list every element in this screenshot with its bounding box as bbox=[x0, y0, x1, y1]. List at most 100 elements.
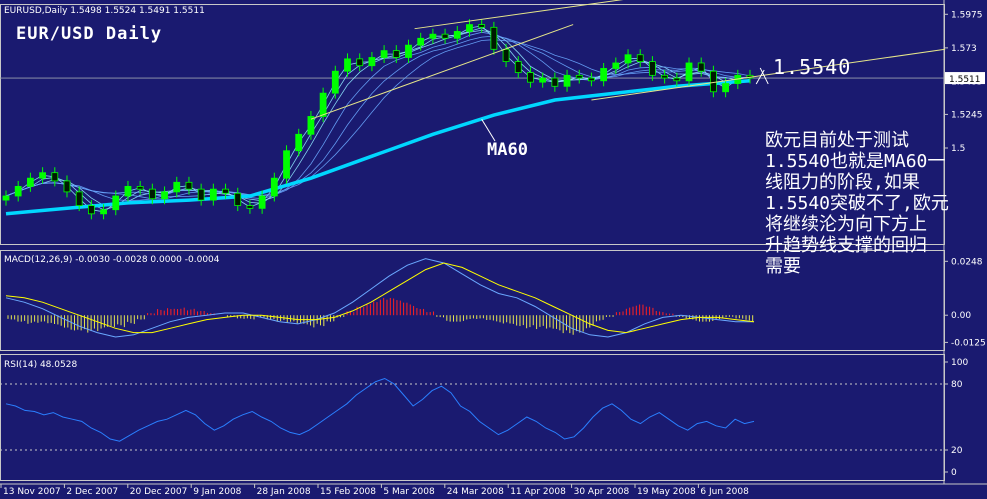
macd-line bbox=[5, 258, 754, 338]
macd-tick-label: 0.00 bbox=[951, 311, 971, 321]
ma-ribbon-line bbox=[5, 31, 751, 202]
candle-body bbox=[356, 58, 364, 67]
candle-body bbox=[148, 188, 156, 200]
candle-body bbox=[478, 24, 486, 28]
candle-body bbox=[197, 188, 205, 201]
symbol-header: EURUSD,Daily 1.5498 1.5524 1.5491 1.5511 bbox=[4, 6, 205, 16]
price-tick-label: 1.573 bbox=[951, 44, 977, 54]
candle-body bbox=[368, 57, 376, 67]
candle-body bbox=[14, 185, 22, 197]
ma60-pointer-line bbox=[481, 118, 496, 142]
candle-body bbox=[527, 72, 534, 83]
note-line: 1.5540也就是MA60一 bbox=[765, 151, 945, 172]
candle-body bbox=[441, 33, 449, 39]
candle-body bbox=[173, 181, 181, 193]
candle-body bbox=[417, 37, 425, 46]
time-tick-label: 5 Mar 2008 bbox=[383, 487, 435, 497]
price-tick-label: 1.5245 bbox=[951, 110, 983, 120]
candle-body bbox=[514, 61, 522, 73]
rsi-tick-label: 0 bbox=[951, 468, 957, 478]
candle-body bbox=[63, 180, 71, 193]
candle-body bbox=[575, 74, 583, 79]
last-price-box bbox=[945, 72, 985, 85]
candle-body bbox=[2, 195, 10, 201]
candle-body bbox=[551, 77, 559, 87]
candle-body bbox=[380, 50, 388, 58]
candle-body bbox=[429, 33, 437, 39]
candle-body bbox=[673, 77, 681, 82]
candle-body bbox=[636, 54, 644, 63]
rising-support-line bbox=[591, 48, 946, 101]
macd-tick-label: 0.0248 bbox=[951, 257, 983, 267]
time-tick-label: 6 Jun 2008 bbox=[700, 487, 749, 497]
rsi-tick-label: 20 bbox=[951, 446, 963, 456]
candle-body bbox=[75, 191, 83, 206]
time-tick-label: 28 Jan 2008 bbox=[257, 487, 311, 497]
rsi-tick-label: 80 bbox=[951, 380, 963, 390]
trendline-lower-channel bbox=[310, 24, 574, 120]
candle-body bbox=[490, 26, 498, 50]
candle-body bbox=[295, 133, 303, 152]
chart-title: EUR/USD Daily bbox=[16, 24, 162, 44]
candle-body bbox=[51, 172, 59, 182]
candle-body bbox=[466, 24, 473, 32]
time-tick-label: 2 Dec 2007 bbox=[66, 487, 118, 497]
candle-body bbox=[222, 188, 229, 194]
candle-body bbox=[600, 68, 608, 82]
macd-signal-line bbox=[5, 262, 755, 334]
rsi-header: RSI(14) 48.0528 bbox=[4, 360, 77, 370]
level-label: 1.5540 bbox=[773, 55, 851, 79]
candle-body bbox=[649, 61, 656, 76]
candle-body bbox=[502, 48, 510, 62]
time-tick-label: 19 May 2008 bbox=[637, 487, 696, 497]
time-tick-label: 24 Mar 2008 bbox=[447, 487, 504, 497]
candle-body bbox=[270, 177, 278, 197]
candle-body bbox=[136, 185, 144, 190]
candle-body bbox=[624, 54, 632, 64]
candle-body bbox=[331, 70, 339, 94]
candle-body bbox=[319, 92, 327, 117]
last-price-label: 1.5511 bbox=[949, 75, 981, 85]
candle-body bbox=[563, 74, 571, 87]
price-tick-label: 1.5 bbox=[951, 144, 965, 154]
candle-body bbox=[209, 188, 217, 201]
candle-body bbox=[344, 58, 351, 72]
candle-body bbox=[710, 70, 717, 93]
candle-body bbox=[124, 185, 132, 197]
macd-header: MACD(12,26,9) -0.0030 -0.0028 0.0000 -0.… bbox=[4, 255, 220, 265]
candle-body bbox=[661, 74, 669, 79]
ma60-line bbox=[5, 79, 751, 216]
candle-body bbox=[283, 150, 290, 179]
time-tick-label: 11 Apr 2008 bbox=[510, 487, 566, 497]
price-tick-label: 1.5975 bbox=[951, 10, 983, 20]
macd-tick-label: -0.0125 bbox=[951, 338, 986, 348]
time-tick-label: 30 Apr 2008 bbox=[574, 487, 630, 497]
candle-body bbox=[612, 62, 620, 69]
candle-body bbox=[26, 177, 34, 187]
time-tick-label: 9 Jan 2008 bbox=[193, 487, 241, 497]
candle-body bbox=[307, 116, 315, 135]
note-line: 将继续沦为向下方上 bbox=[765, 214, 927, 235]
note-line: 线阻力的阶段,如果 bbox=[765, 172, 920, 193]
candle-body bbox=[722, 83, 730, 93]
candle-body bbox=[539, 77, 547, 83]
candle-body bbox=[100, 209, 107, 215]
candle-body bbox=[246, 205, 254, 209]
ma60-label: MA60 bbox=[487, 140, 528, 160]
candle-body bbox=[258, 195, 266, 209]
time-tick-label: 15 Feb 2008 bbox=[320, 487, 376, 497]
candle-body bbox=[392, 50, 400, 58]
note-line: 1.5540突破不了,欧元 bbox=[765, 193, 949, 214]
rsi-line bbox=[5, 377, 755, 442]
arrow-down-stroke bbox=[759, 67, 769, 85]
candle-body bbox=[234, 192, 242, 206]
time-tick-label: 13 Nov 2007 bbox=[3, 487, 61, 497]
candle-body bbox=[161, 191, 168, 200]
candle-body bbox=[405, 44, 412, 58]
candle-body bbox=[87, 205, 95, 215]
note-line: 欧元目前处于测试 bbox=[765, 130, 909, 151]
candle-body bbox=[185, 181, 193, 190]
note-line: 升趋势线支撑的回归 bbox=[765, 235, 927, 256]
